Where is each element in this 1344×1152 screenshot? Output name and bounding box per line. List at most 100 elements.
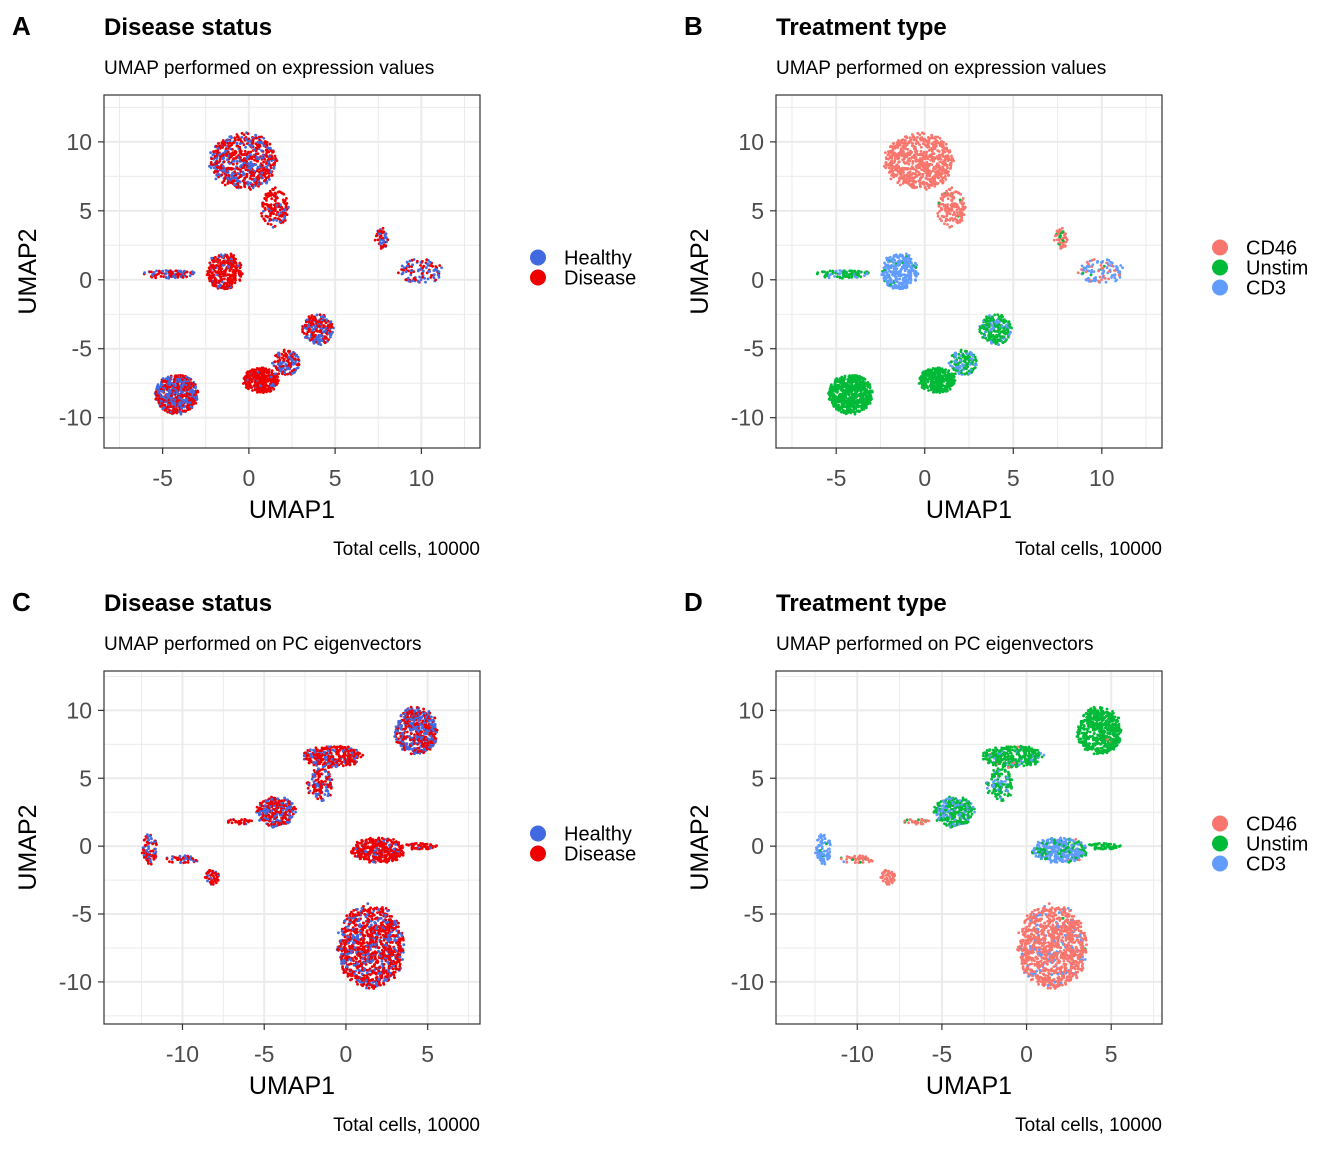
- data-point: [214, 255, 217, 259]
- data-point: [376, 238, 380, 242]
- data-point: [151, 273, 154, 277]
- data-point: [287, 205, 290, 209]
- data-point: [923, 186, 927, 190]
- data-point: [285, 197, 288, 200]
- data-point: [232, 269, 236, 272]
- data-point: [251, 389, 254, 392]
- data-point: [901, 176, 904, 180]
- data-point: [927, 141, 930, 145]
- data-point: [262, 217, 266, 221]
- data-point: [944, 368, 947, 371]
- data-point: [262, 209, 265, 213]
- data-point: [286, 372, 289, 376]
- data-point: [212, 150, 216, 154]
- data-point: [944, 209, 948, 213]
- data-point: [426, 262, 429, 266]
- data-point: [896, 264, 900, 267]
- data-point: [315, 313, 319, 317]
- data-point: [409, 273, 413, 277]
- data-point: [941, 369, 944, 373]
- data-point: [386, 238, 390, 242]
- data-point: [908, 179, 912, 183]
- data-point: [926, 157, 930, 161]
- data-point: [329, 335, 332, 339]
- data-point: [923, 382, 927, 386]
- data-point: [238, 266, 242, 269]
- data-point: [958, 220, 962, 224]
- data-point: [924, 164, 927, 167]
- data-point: [157, 389, 160, 393]
- data-point: [420, 272, 424, 275]
- data-point: [902, 265, 905, 268]
- data-point: [217, 165, 221, 169]
- data-point: [895, 272, 899, 275]
- data-point: [239, 152, 243, 155]
- data-point: [883, 269, 886, 272]
- data-point: [912, 172, 916, 176]
- data-point: [258, 135, 261, 139]
- data-point: [264, 380, 268, 384]
- data-point: [290, 359, 294, 363]
- data-point: [841, 276, 844, 280]
- data-point: [218, 258, 222, 262]
- data-point: [159, 399, 163, 403]
- data-point: [167, 377, 171, 381]
- data-point: [175, 396, 179, 399]
- data-point: [905, 152, 909, 156]
- data-point: [914, 275, 918, 278]
- data-point: [896, 156, 900, 160]
- data-point: [893, 279, 897, 283]
- data-point: [887, 166, 891, 170]
- data-point: [894, 253, 898, 257]
- data-point: [209, 166, 213, 170]
- data-point: [414, 278, 418, 282]
- data-point: [252, 148, 256, 151]
- data-point: [961, 197, 965, 200]
- data-point: [427, 270, 430, 273]
- data-point: [923, 157, 927, 161]
- data-point: [229, 261, 233, 265]
- data-point: [262, 160, 265, 164]
- data-point: [868, 383, 872, 386]
- data-point: [234, 265, 238, 268]
- data-point: [960, 216, 964, 220]
- data-point: [840, 405, 844, 409]
- data-point: [172, 391, 176, 395]
- data-point: [931, 136, 935, 140]
- data-point: [255, 390, 259, 394]
- data-point: [173, 402, 176, 406]
- data-point: [179, 389, 183, 392]
- data-point: [230, 266, 233, 269]
- data-point: [154, 276, 158, 280]
- data-point: [214, 162, 218, 166]
- data-point: [311, 333, 315, 336]
- data-point: [908, 136, 912, 140]
- data-point: [253, 380, 257, 383]
- data-point: [229, 257, 233, 261]
- data-point: [239, 149, 243, 153]
- data-point: [270, 173, 274, 177]
- data-point: [894, 144, 897, 148]
- data-point: [918, 166, 921, 169]
- data-point: [235, 179, 239, 183]
- data-point: [175, 390, 179, 393]
- data-point: [914, 180, 918, 184]
- data-point: [914, 266, 918, 269]
- data-point: [245, 172, 249, 176]
- data-point: [859, 392, 863, 395]
- data-point: [844, 396, 847, 400]
- data-point: [915, 173, 918, 177]
- data-point: [235, 162, 239, 165]
- data-point: [888, 276, 892, 280]
- data-point: [273, 198, 277, 202]
- data-point: [916, 131, 920, 135]
- data-point: [219, 264, 223, 268]
- data-point: [218, 144, 222, 148]
- data-point: [167, 270, 171, 274]
- data-point: [920, 137, 924, 141]
- data-point: [273, 154, 277, 158]
- data-point: [176, 272, 180, 275]
- legend-label: Disease: [564, 268, 636, 290]
- data-point: [863, 401, 866, 405]
- data-point: [191, 382, 195, 385]
